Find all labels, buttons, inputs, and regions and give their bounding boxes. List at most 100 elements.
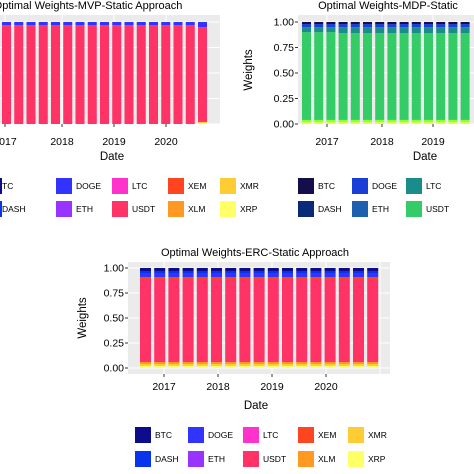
mdp-bar-1-ltc xyxy=(314,27,324,33)
erc-x-axis-label: Date xyxy=(244,400,268,412)
mdp-legend-label-dash: DASH xyxy=(318,204,342,214)
erc-bar-9-dash xyxy=(267,271,279,273)
mdp-bar-10-btc xyxy=(424,22,433,25)
erc-bar-9-xem xyxy=(267,277,279,280)
mvp-bar-2-usdt xyxy=(26,25,36,125)
erc-bar-14-doge xyxy=(338,273,350,277)
erc-bar-14-xem xyxy=(338,277,350,280)
erc-bars xyxy=(140,268,379,368)
erc-bar-5-xlm xyxy=(211,362,222,364)
erc-legend-label-doge: DOGE xyxy=(208,430,233,440)
mvp-bar-16-xrp xyxy=(198,122,207,124)
mvp-xtick-label-2: 2019 xyxy=(102,136,126,148)
erc-bar-14-dash xyxy=(338,271,350,273)
erc-bar-5-btc xyxy=(211,268,222,271)
erc-legend-label-xrp: XRP xyxy=(368,454,386,464)
mdp-bar-7-ltc xyxy=(387,27,397,34)
mvp-legend-swatch-ltc xyxy=(112,178,128,194)
erc-bar-5-doge xyxy=(211,273,222,277)
erc-legend-label-usdt: USDT xyxy=(263,454,286,464)
erc-y-ticks: 0.00 0.25 0.50 0.75 1.00 xyxy=(104,263,128,375)
mvp-x-axis-label: Date xyxy=(100,151,124,163)
erc-bar-7-xem xyxy=(239,277,251,280)
mvp-legend-label-btc: TC xyxy=(2,181,13,191)
erc-bar-16-xmr xyxy=(367,364,379,366)
erc-bar-6-usdt xyxy=(225,280,237,362)
mdp-y-axis-label: Weights xyxy=(243,49,255,91)
mdp-bar-6-usdt xyxy=(375,33,385,120)
erc-bar-0-btc xyxy=(140,268,151,271)
erc-bar-16-doge xyxy=(367,273,379,277)
erc-ytick-label-2: 0.50 xyxy=(104,313,125,325)
erc-bar-3-xrp xyxy=(182,366,194,368)
mdp-bar-9-doge xyxy=(411,24,421,28)
erc-bar-7-dash xyxy=(239,271,251,273)
erc-legend-swatch-xrp xyxy=(348,451,364,467)
mvp-bars xyxy=(2,22,207,125)
erc-bar-13-btc xyxy=(324,268,336,271)
erc-legend-swatch-xmr xyxy=(348,427,364,443)
erc-bar-1-xmr xyxy=(154,364,166,366)
mdp-ytick-label-1: 0.25 xyxy=(274,93,295,105)
mdp-bar-8-usdt xyxy=(399,33,409,120)
mdp-bar-10-xrp xyxy=(424,121,433,124)
mdp-bar-13-ltc xyxy=(460,27,470,34)
erc-bar-7-usdt xyxy=(239,280,251,362)
erc-bar-10-dash xyxy=(282,271,293,273)
erc-bar-7-btc xyxy=(239,268,251,271)
erc-bar-15-xem xyxy=(353,277,364,280)
mdp-bar-4-xlm xyxy=(350,119,360,122)
erc-bar-6-xlm xyxy=(225,362,237,364)
erc-bar-0-xem xyxy=(140,277,151,280)
mdp-bar-8-btc xyxy=(399,22,409,25)
erc-x-ticks: 2017 2018 2019 2020 xyxy=(152,374,338,393)
erc-bar-7-xmr xyxy=(239,364,251,366)
mdp-legend-swatch-doge xyxy=(352,178,368,194)
mdp-ytick-label-3: 0.75 xyxy=(274,42,295,54)
mdp-bar-8-ltc xyxy=(399,27,409,34)
mvp-bar-14-usdt xyxy=(173,25,183,125)
erc-bar-0-xlm xyxy=(140,362,151,364)
mdp-bar-8-xrp xyxy=(399,121,409,124)
erc-bar-12-btc xyxy=(310,268,322,271)
mvp-bar-0-doge xyxy=(2,22,11,26)
erc-ytick-label-0: 0.00 xyxy=(104,363,125,375)
mvp-legend-label-doge: DOGE xyxy=(76,181,101,191)
mdp-bar-0-ltc xyxy=(302,27,311,33)
mvp-xtick-label-3: 2020 xyxy=(154,136,178,148)
mdp-bar-0-doge xyxy=(302,24,311,28)
erc-bar-14-xlm xyxy=(338,362,350,364)
mvp-legend-label-xem: XEM xyxy=(188,181,206,191)
erc-bar-3-btc xyxy=(182,268,194,271)
erc-bar-13-xrp xyxy=(324,366,336,368)
mdp-bar-7-xrp xyxy=(387,121,397,124)
mdp-bar-11-xlm xyxy=(436,119,446,122)
mdp-legend-swatch-btc xyxy=(298,178,314,194)
erc-bar-1-xem xyxy=(154,277,166,280)
mvp-legend-swatch-xlm xyxy=(168,201,184,217)
mvp-legend-label-dash: DASH xyxy=(2,204,26,214)
erc-bar-6-doge xyxy=(225,273,237,277)
erc-xtick-label-3: 2020 xyxy=(314,381,338,393)
mvp-bar-14-doge xyxy=(173,22,183,26)
mdp-bar-0-xlm xyxy=(302,119,311,122)
erc-bar-13-usdt xyxy=(324,280,336,362)
erc-legend-swatch-xem xyxy=(298,427,314,443)
erc-legend-label-eth: ETH xyxy=(208,454,225,464)
erc-bar-5-xrp xyxy=(211,366,222,368)
erc-bar-7-doge xyxy=(239,273,251,277)
mvp-bar-5-usdt xyxy=(63,25,73,125)
mvp-title: Optimal Weights-MVP-Static Approach xyxy=(0,0,182,12)
erc-bar-10-usdt xyxy=(282,280,293,362)
mvp-legend-swatch-xmr xyxy=(220,178,236,194)
mvp-legend-label-ltc: LTC xyxy=(132,181,147,191)
mdp-bar-12-xrp xyxy=(448,121,458,124)
erc-legend-label-xmr: XMR xyxy=(368,430,387,440)
mdp-bar-5-btc xyxy=(363,22,372,25)
erc-legend-label-btc: BTC xyxy=(155,430,172,440)
erc-bar-6-dash xyxy=(225,271,237,273)
mvp-bar-16-xmr xyxy=(198,121,207,123)
mdp-bar-10-doge xyxy=(424,24,433,28)
mvp-legend-label-usdt: USDT xyxy=(132,204,155,214)
mdp-bar-7-xlm xyxy=(387,119,397,122)
